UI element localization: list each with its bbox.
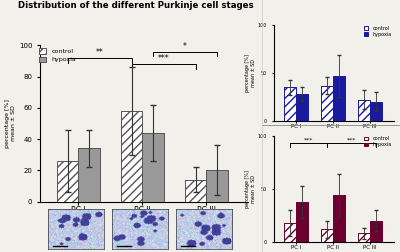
Bar [296, 202, 308, 242]
Legend: control, hypoxia: control, hypoxia [364, 136, 392, 147]
Bar [57, 161, 78, 202]
Bar [284, 223, 296, 242]
Bar [370, 102, 382, 121]
Bar [358, 100, 370, 121]
Y-axis label: percentage [%]
mean ± SD: percentage [%] mean ± SD [246, 54, 256, 92]
Bar [333, 195, 345, 242]
Text: ***: *** [158, 54, 170, 63]
Text: ***: *** [304, 138, 313, 143]
Bar [121, 111, 142, 202]
Bar [321, 229, 333, 242]
Bar [284, 87, 296, 121]
Y-axis label: percentage [%]
mean ± SD: percentage [%] mean ± SD [5, 99, 16, 148]
Bar [321, 85, 333, 121]
Text: *: * [183, 42, 187, 51]
Bar [142, 133, 164, 202]
Text: Distribution of the different Purkinje cell stages: Distribution of the different Purkinje c… [18, 1, 254, 10]
Legend: control, hypoxia: control, hypoxia [364, 26, 392, 37]
Bar [206, 170, 228, 202]
Bar [78, 148, 100, 202]
Bar [185, 180, 206, 202]
Bar [296, 94, 308, 121]
Text: **: ** [96, 48, 104, 57]
Bar [333, 76, 345, 121]
Legend: control, hypoxia: control, hypoxia [39, 48, 76, 62]
Bar [370, 221, 382, 242]
Bar [358, 233, 370, 242]
Y-axis label: percentage [%]
mean ± SD: percentage [%] mean ± SD [246, 170, 256, 208]
Text: ***: *** [347, 138, 356, 143]
